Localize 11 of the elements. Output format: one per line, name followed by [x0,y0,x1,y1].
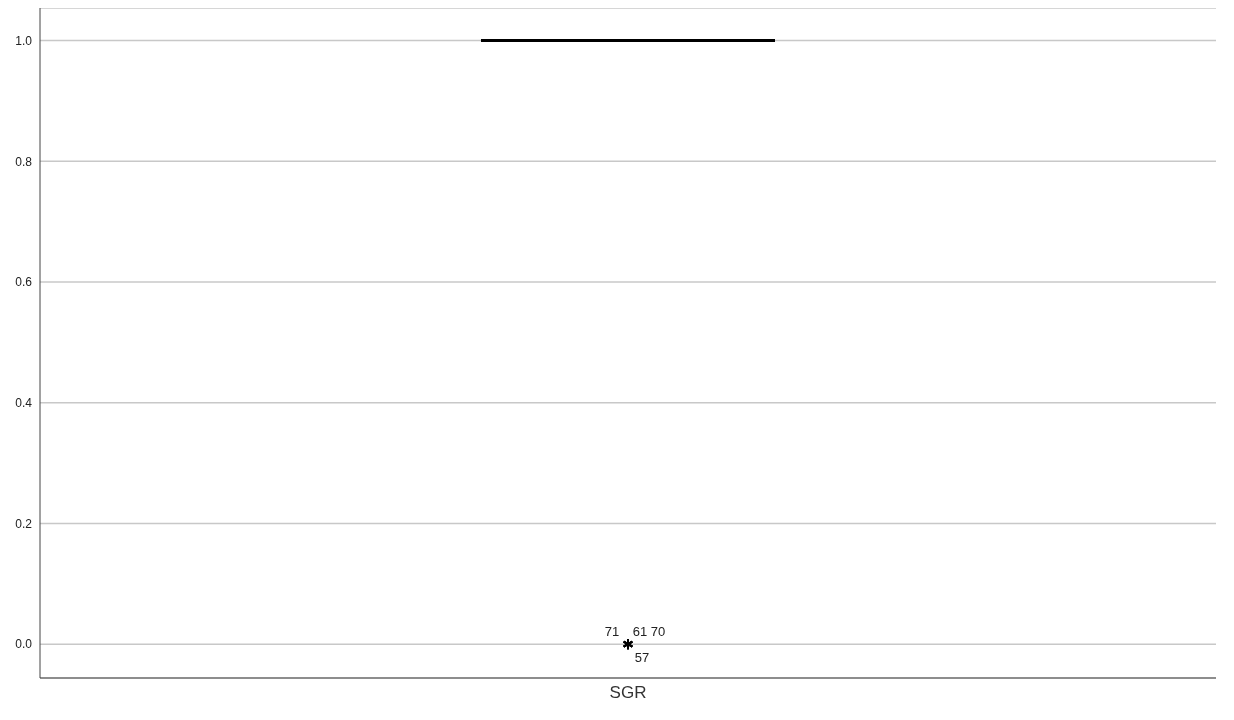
y-tick-label: 0.8 [15,154,33,169]
annotation: 57 [634,650,650,666]
annotation: 71 [604,624,620,640]
y-tick-label: 0.6 [15,275,33,290]
y-tick-label: 1.0 [15,33,33,48]
y-tick-label: 0.4 [15,396,33,411]
y-tick-label: 0.0 [15,637,33,652]
annotation: 70 [650,624,666,640]
x-tick-label: SGR [609,683,647,703]
y-tick-label: 0.2 [15,516,33,531]
annotation: 61 [632,624,648,640]
